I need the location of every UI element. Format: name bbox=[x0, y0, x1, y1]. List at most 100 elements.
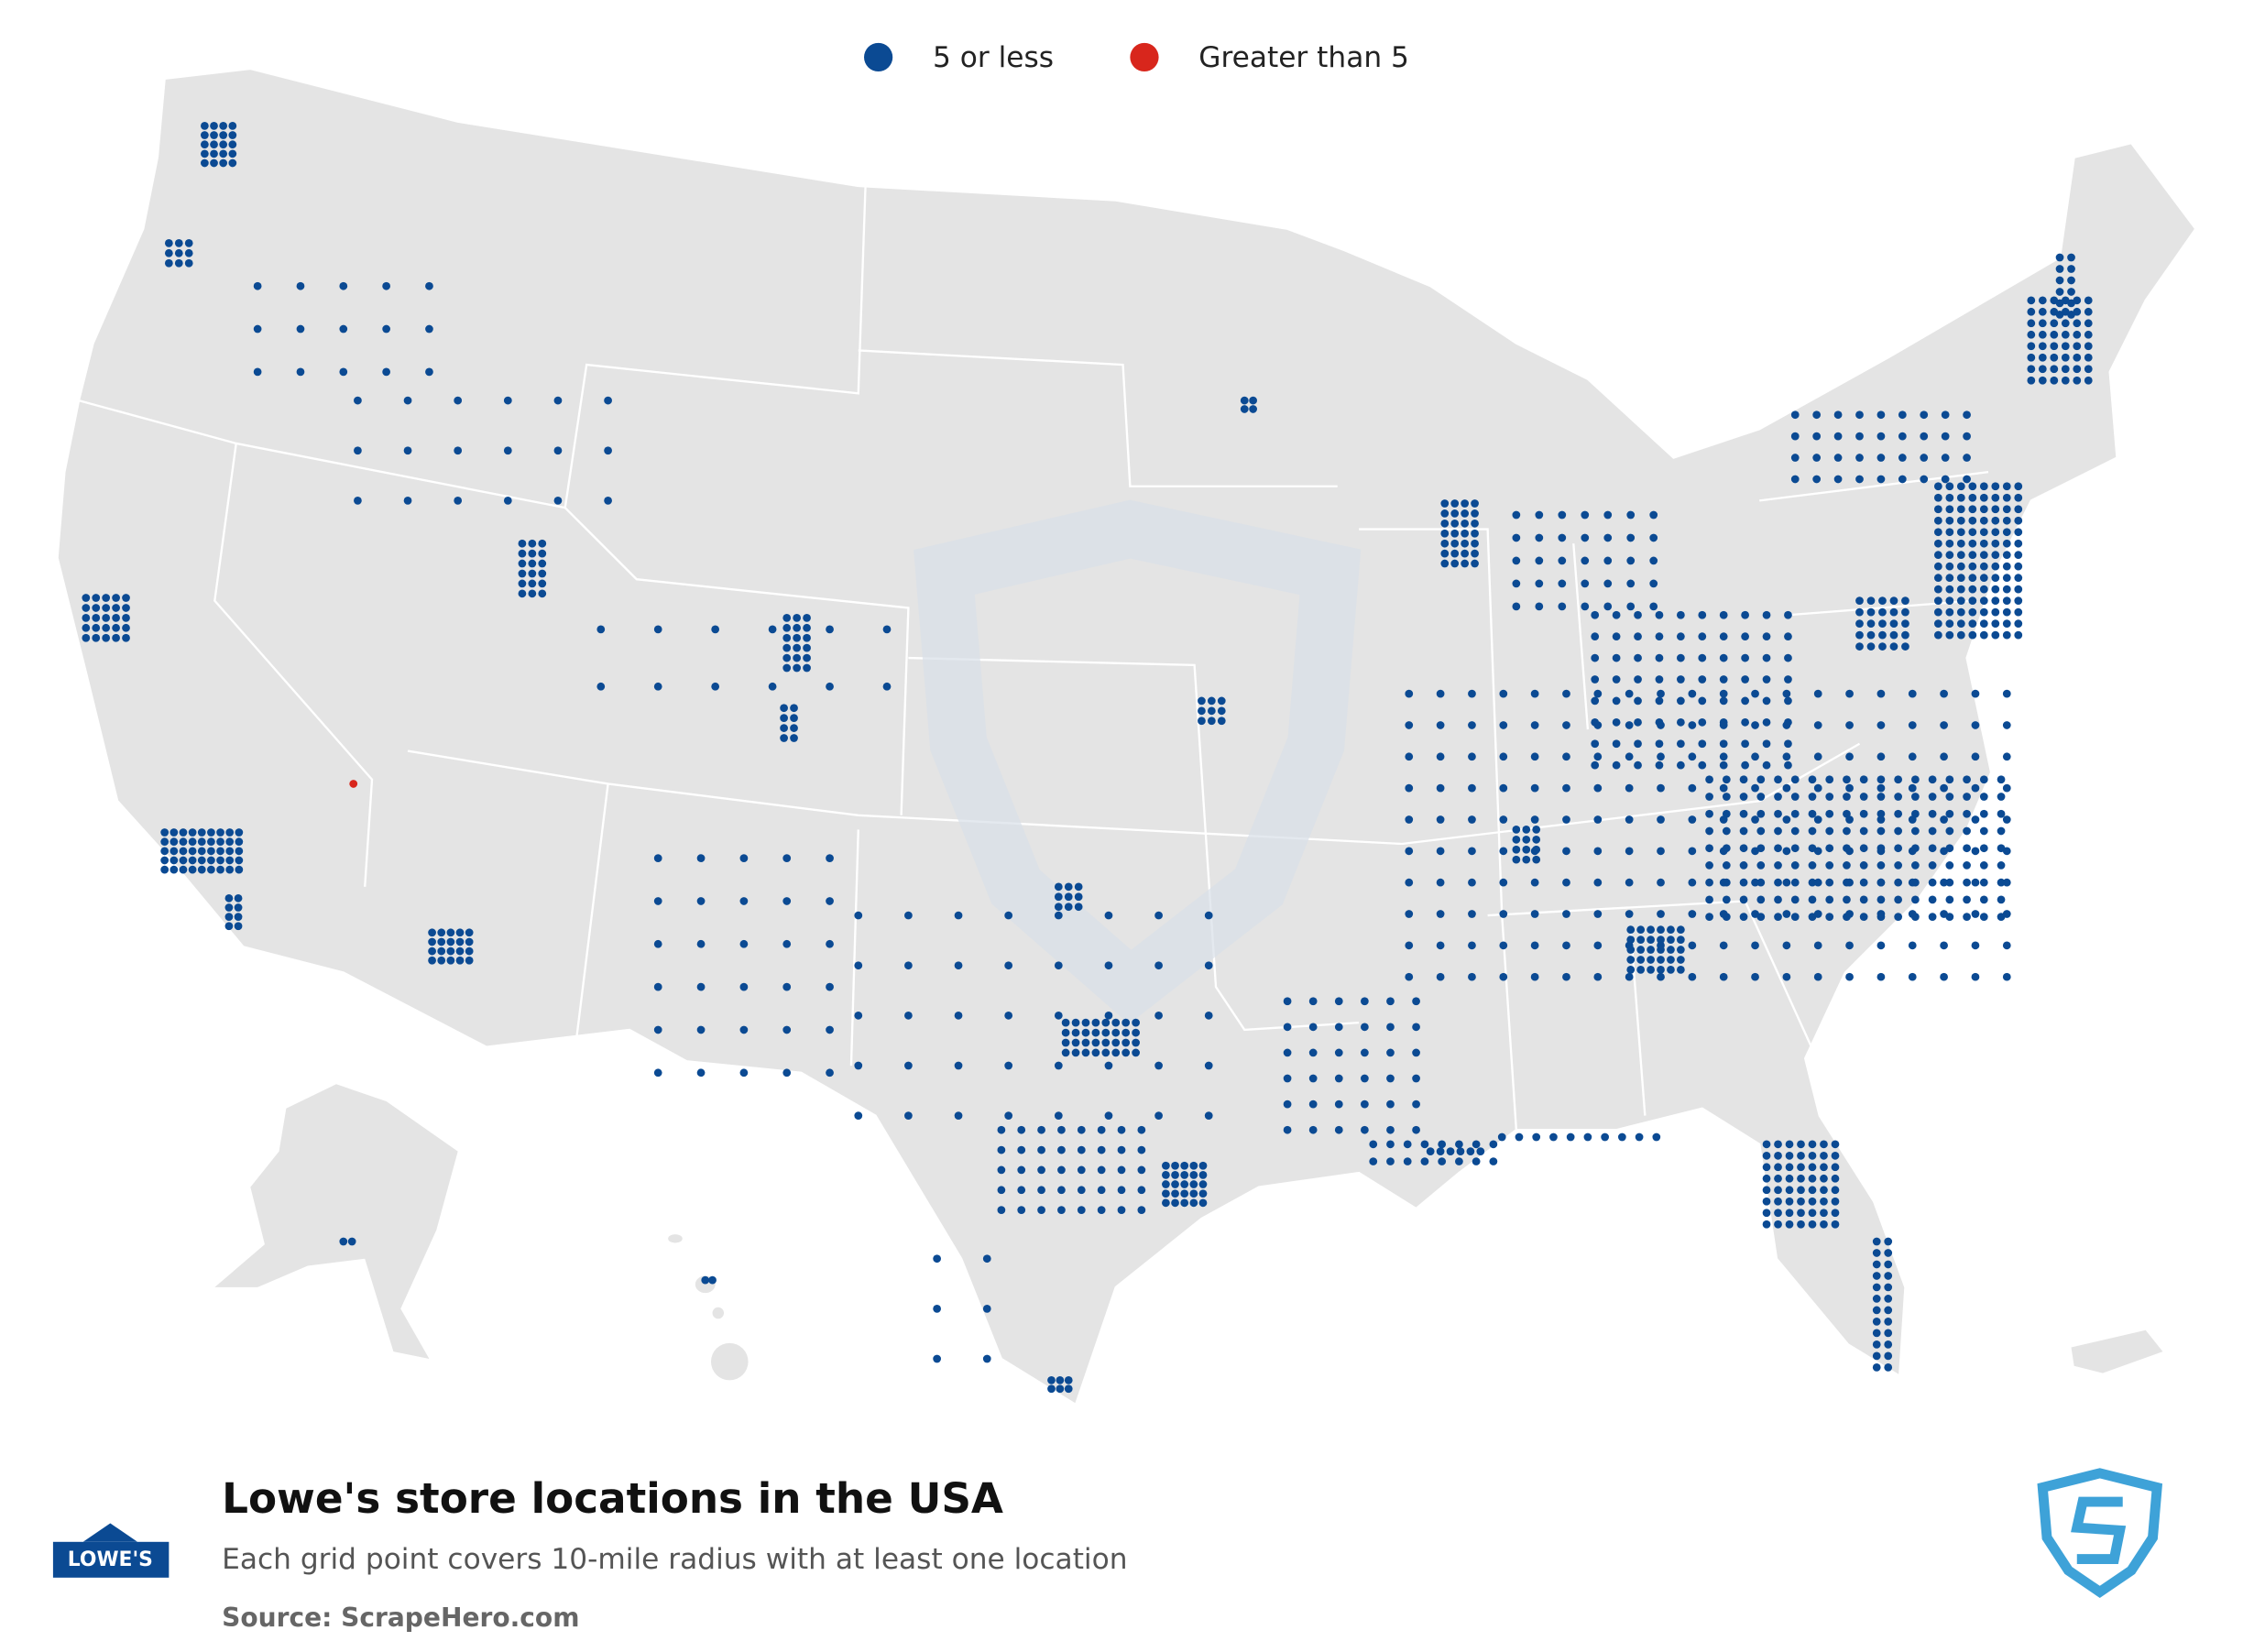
location-dot bbox=[1512, 845, 1521, 854]
location-dot bbox=[1920, 475, 1929, 484]
location-dot bbox=[92, 604, 101, 612]
location-dot bbox=[1625, 972, 1634, 981]
location-dot bbox=[92, 633, 101, 642]
location-dot bbox=[1762, 1140, 1771, 1149]
location-dot bbox=[1198, 1161, 1208, 1170]
location-dot bbox=[1813, 972, 1822, 981]
location-dot bbox=[1845, 689, 1854, 698]
location-dot bbox=[1601, 1132, 1610, 1142]
location-dot bbox=[82, 613, 91, 622]
location-dot bbox=[1657, 721, 1665, 729]
location-dot bbox=[2050, 330, 2059, 339]
location-dot bbox=[1436, 721, 1445, 729]
location-dot bbox=[1308, 1100, 1318, 1109]
location-dot bbox=[1833, 454, 1843, 462]
location-dot bbox=[1741, 696, 1749, 706]
location-dot bbox=[1876, 432, 1886, 441]
location-dot bbox=[1562, 910, 1570, 918]
location-dot bbox=[1933, 630, 1942, 640]
location-dot bbox=[1872, 1283, 1881, 1292]
location-dot bbox=[2073, 376, 2082, 385]
location-dot bbox=[1876, 895, 1886, 904]
location-dot bbox=[1884, 1351, 1893, 1361]
location-dot bbox=[1047, 1376, 1056, 1384]
location-dot bbox=[1756, 826, 1766, 836]
location-dot bbox=[1468, 689, 1476, 698]
location-dot bbox=[1405, 910, 1414, 918]
location-dot bbox=[1751, 689, 1759, 698]
location-dot bbox=[1154, 1061, 1163, 1070]
location-dot bbox=[1963, 475, 1971, 484]
location-dot bbox=[1056, 1384, 1065, 1394]
location-dot bbox=[92, 613, 101, 622]
location-dot bbox=[2002, 619, 2011, 628]
location-dot bbox=[1956, 562, 1965, 571]
location-dot bbox=[454, 496, 463, 505]
location-dot bbox=[1593, 721, 1603, 729]
location-dot bbox=[1705, 878, 1713, 887]
location-dot bbox=[2014, 607, 2023, 617]
location-dot bbox=[1741, 632, 1749, 641]
location-dot bbox=[1774, 844, 1782, 853]
location-dot bbox=[1688, 721, 1697, 729]
location-dot bbox=[2050, 342, 2059, 351]
location-dot bbox=[1104, 961, 1113, 970]
location-dot bbox=[160, 837, 170, 847]
location-dot bbox=[518, 559, 527, 568]
location-dot bbox=[1054, 911, 1063, 920]
location-dot bbox=[1813, 910, 1822, 918]
location-dot bbox=[425, 367, 433, 377]
location-dot bbox=[219, 149, 228, 159]
location-dot bbox=[1283, 1100, 1292, 1109]
location-dot bbox=[1979, 913, 1988, 921]
location-dot bbox=[1412, 1100, 1420, 1109]
location-dot bbox=[1971, 910, 1980, 918]
location-dot bbox=[2002, 505, 2011, 514]
location-dot bbox=[1901, 630, 1909, 640]
location-dot bbox=[1562, 721, 1570, 729]
location-dot bbox=[1722, 793, 1731, 801]
location-dot bbox=[1057, 1125, 1066, 1134]
location-dot bbox=[2002, 941, 2011, 950]
location-dot bbox=[1739, 775, 1748, 784]
location-dot bbox=[1499, 910, 1508, 918]
location-dot bbox=[1667, 966, 1675, 974]
location-dot bbox=[354, 496, 362, 505]
location-dot bbox=[1499, 689, 1508, 698]
location-dot bbox=[2073, 353, 2082, 362]
location-dot bbox=[1762, 632, 1771, 641]
location-dot bbox=[1104, 1111, 1113, 1120]
location-dot bbox=[1649, 510, 1658, 520]
location-dot bbox=[1825, 861, 1834, 870]
location-dot bbox=[1756, 775, 1766, 784]
location-dot bbox=[228, 149, 237, 159]
location-dot bbox=[1461, 549, 1470, 558]
location-dot bbox=[112, 623, 120, 632]
location-dot bbox=[854, 1111, 863, 1120]
location-dot bbox=[1091, 1048, 1100, 1057]
location-dot bbox=[1991, 607, 2000, 617]
location-dot bbox=[1061, 1028, 1070, 1037]
location-dot bbox=[1859, 844, 1868, 853]
location-dot bbox=[437, 937, 446, 946]
location-dot bbox=[1676, 966, 1685, 974]
location-dot bbox=[2002, 516, 2011, 525]
location-dot bbox=[696, 854, 706, 862]
location-dot bbox=[1928, 809, 1937, 818]
location-dot bbox=[518, 549, 527, 558]
location-dot bbox=[1920, 454, 1929, 462]
location-dot bbox=[1535, 602, 1544, 611]
location-dot bbox=[1762, 760, 1771, 770]
location-dot bbox=[1162, 1180, 1170, 1188]
location-dot bbox=[1468, 752, 1476, 761]
location-dot bbox=[1845, 783, 1854, 793]
location-dot bbox=[1751, 783, 1759, 793]
location-dot bbox=[904, 1061, 913, 1070]
location-dot bbox=[1101, 1018, 1111, 1027]
location-dot bbox=[1859, 793, 1868, 801]
location-dot bbox=[1562, 783, 1570, 793]
location-dot bbox=[1876, 809, 1886, 818]
location-dot bbox=[197, 828, 206, 837]
location-dot bbox=[1612, 717, 1621, 727]
